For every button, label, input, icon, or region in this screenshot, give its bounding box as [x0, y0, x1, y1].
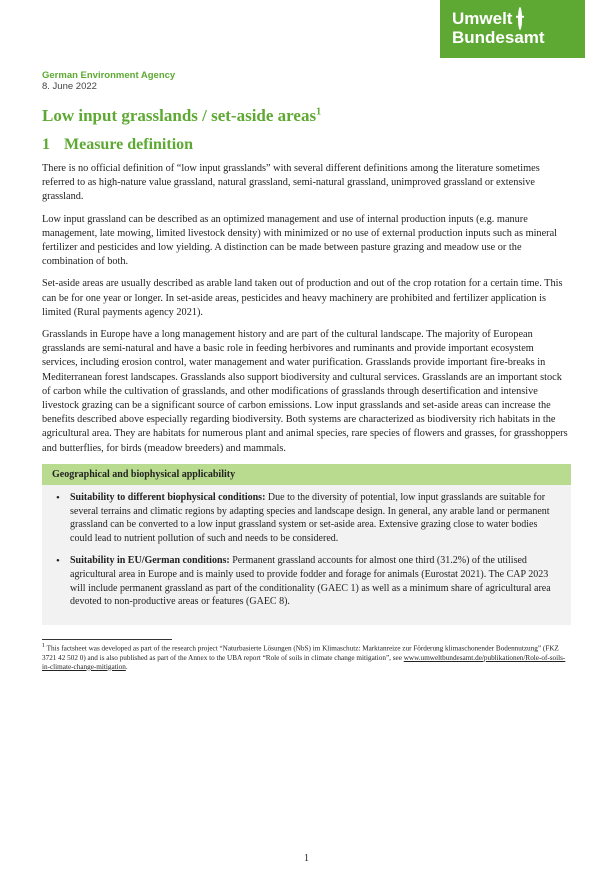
box-item-lead: Suitability to different biophysical con… [70, 492, 265, 503]
footnote-rule [42, 639, 172, 640]
box-header: Geographical and biophysical applicabili… [42, 464, 571, 485]
section-number: 1 [42, 136, 60, 154]
paragraph: There is no official definition of “low … [42, 162, 571, 205]
page-content: German Environment Agency 8. June 2022 L… [0, 0, 613, 672]
title-footnote-mark: 1 [316, 106, 321, 117]
paragraph: Set-aside areas are usually described as… [42, 277, 571, 320]
section-heading: 1 Measure definition [42, 136, 571, 154]
box-item: Suitability to different biophysical con… [56, 491, 557, 546]
box-body: Suitability to different biophysical con… [42, 485, 571, 625]
footnote: 1 This factsheet was developed as part o… [42, 643, 571, 671]
section-title: Measure definition [64, 136, 193, 153]
title-text: Low input grasslands / set-aside areas [42, 106, 316, 125]
brand-line1: Umwelt [452, 9, 512, 28]
paragraph: Grasslands in Europe have a long managem… [42, 328, 571, 456]
box-item: Suitability in EU/German conditions: Per… [56, 554, 557, 609]
brand-globe-icon [518, 7, 522, 30]
applicability-box: Geographical and biophysical applicabili… [42, 464, 571, 625]
body-text: There is no official definition of “low … [42, 162, 571, 456]
document-date: 8. June 2022 [42, 81, 571, 92]
page-number: 1 [0, 853, 613, 864]
box-item-lead: Suitability in EU/German conditions: [70, 555, 230, 566]
brand-logo: Umwelt Bundesamt [440, 0, 585, 58]
brand-line2: Bundesamt [452, 28, 545, 47]
brand-text: Umwelt Bundesamt [452, 10, 573, 47]
footnote-post: . [126, 663, 128, 671]
paragraph: Low input grassland can be described as … [42, 213, 571, 270]
agency-name: German Environment Agency [42, 70, 571, 81]
document-title: Low input grasslands / set-aside areas1 [42, 106, 571, 126]
